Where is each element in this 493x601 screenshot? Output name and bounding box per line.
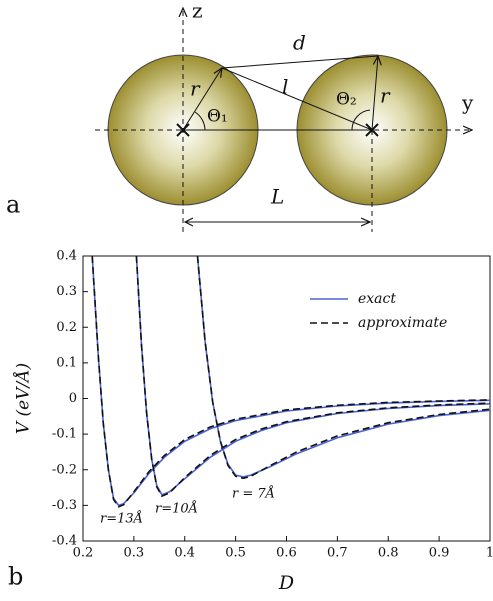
angle <box>351 109 371 131</box>
x-tick-label: 0.6 <box>276 546 297 561</box>
y-tick-label: 0.4 <box>56 249 77 264</box>
angle <box>194 111 206 131</box>
panel-label: a <box>6 191 20 219</box>
curve <box>135 255 491 496</box>
x-tick-label: 0.8 <box>378 546 399 561</box>
label: l <box>282 75 288 99</box>
radius <box>182 68 222 131</box>
y-tick-label: 0 <box>69 391 77 406</box>
label: d <box>293 31 306 55</box>
label: Θ₂ <box>336 90 357 110</box>
y-tick-label: -0.4 <box>52 534 77 549</box>
y-tick-label: 0.1 <box>56 355 77 370</box>
chart: 0.2 0.3 0.4 0.5 0.6 0.7 0.8 0.9 1 -0.4 -0.3 -0.2 -0.… <box>13 249 493 595</box>
d-line <box>221 55 379 69</box>
curve <box>196 255 491 478</box>
x-tick-label: 0.7 <box>327 546 348 561</box>
center-mark <box>176 123 379 137</box>
label: z <box>192 0 203 23</box>
diagram-labels: z y d l r r Θ₁ Θ₂ L a b <box>6 0 474 591</box>
label: r <box>190 77 201 101</box>
x-tick-label: 0.4 <box>174 546 195 561</box>
curve-annotation: r=10Å <box>155 501 198 517</box>
label: r <box>380 84 391 108</box>
x-tick-label: 0.2 <box>73 546 94 561</box>
y-tick-label: -0.2 <box>52 462 77 477</box>
x-tick-label: 1 <box>486 546 493 561</box>
x-tick-label: 0.3 <box>124 546 145 561</box>
curve <box>91 255 491 508</box>
diagram <box>95 8 472 232</box>
y-tick-label: -0.3 <box>52 498 77 513</box>
label: y <box>461 91 474 115</box>
y-tick-label: 0.3 <box>56 284 77 299</box>
label: Θ₁ <box>207 107 228 127</box>
curve-annotation: r = 7Å <box>232 486 275 502</box>
legend-label: exact <box>358 291 396 307</box>
label: L <box>270 185 284 209</box>
curve <box>196 255 491 480</box>
y-tick-label: 0.2 <box>56 320 77 335</box>
curve <box>91 255 491 507</box>
curve <box>135 255 491 498</box>
l-line <box>221 67 373 131</box>
y-axis-label: V (eV/Å) <box>13 363 34 434</box>
plot-frame <box>82 255 491 542</box>
curve-annotation: r=13Å <box>100 511 143 527</box>
x-axis-label: D <box>278 572 294 594</box>
legend-label: approximate <box>358 315 447 331</box>
x-tick-label: 0.5 <box>225 546 246 561</box>
x-tick-label: 0.9 <box>429 546 450 561</box>
panel-label: b <box>8 563 23 591</box>
radius <box>371 56 378 131</box>
y-tick-label: -0.1 <box>52 427 77 442</box>
